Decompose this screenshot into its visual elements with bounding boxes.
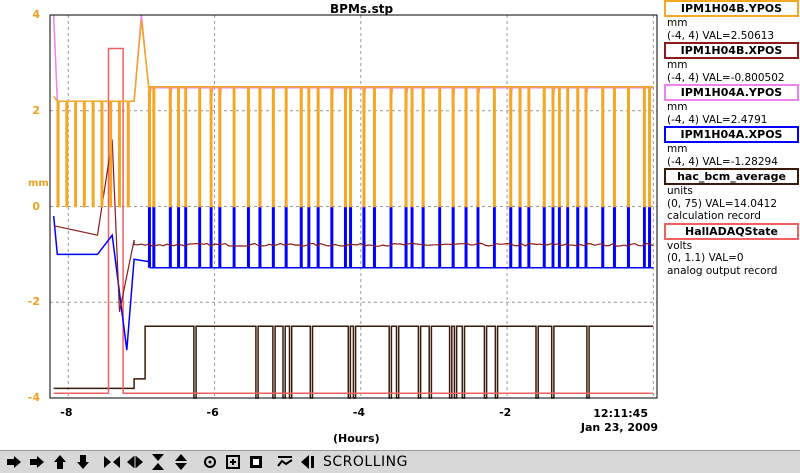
jump-to-now-button[interactable]: [298, 452, 318, 472]
legend-entry[interactable]: HallADAQState volts (0, 1.1) VAL=0 analog o…: [664, 222, 800, 278]
x-tick-label: -8: [60, 406, 73, 419]
legend-panel: IPM1H04B.YPOS mm (-4, 4) VAL=2.50613 IPM1H0…: [664, 0, 800, 450]
pan-down-button[interactable]: [73, 452, 93, 472]
legend-trace-name[interactable]: IPM1H04A.XPOS: [664, 126, 799, 143]
legend-unit: units: [667, 185, 693, 197]
y-tick-label: 0: [32, 199, 40, 213]
trace-hac-bcm-average: [53, 325, 654, 399]
legend-range: (-4, 4) VAL=-0.800502: [667, 71, 785, 84]
legend-entry[interactable]: hac_bcm_average units (0, 75) VAL=14.0412 c…: [664, 168, 800, 223]
pan-up-button[interactable]: [50, 452, 70, 472]
print-button[interactable]: [246, 452, 266, 472]
zoom-out-x-button[interactable]: [125, 452, 145, 472]
legend-entry[interactable]: IPM1H04A.XPOS mm (-4, 4) VAL=-1.28294: [664, 126, 800, 168]
pan-left-button[interactable]: [4, 452, 24, 472]
zoom-in-x-button[interactable]: [102, 452, 122, 472]
y-tick-label: 2: [32, 103, 40, 117]
y-tick-label: -4: [27, 391, 40, 404]
legend-entry[interactable]: IPM1H04A.YPOS mm (-4, 4) VAL=2.4791: [664, 84, 800, 126]
toolbar: SCROLLING: [0, 450, 800, 473]
legend-entry[interactable]: IPM1H04B.YPOS mm (-4, 4) VAL=2.50613: [664, 0, 800, 42]
legend-range: (-4, 4) VAL=2.50613: [667, 29, 775, 42]
legend-trace-name[interactable]: IPM1H04A.YPOS: [664, 84, 799, 101]
legend-trace-name[interactable]: hac_bcm_average: [664, 168, 799, 185]
y-tick-label: 4: [32, 8, 40, 21]
current-date-label: Jan 23, 2009: [580, 421, 658, 434]
zoom-in-y-button[interactable]: [148, 452, 168, 472]
legend-record: analog output record: [667, 264, 778, 277]
strip-chart[interactable]: [0, 0, 800, 450]
y-axis-unit: mm: [28, 178, 49, 189]
legend-trace-name[interactable]: IPM1H04B.YPOS: [664, 0, 799, 17]
legend-trace-name[interactable]: HallADAQState: [664, 222, 799, 240]
plot-title: BPMs.stp: [330, 2, 394, 16]
legend-entry[interactable]: IPM1H04B.XPOS mm (-4, 4) VAL=-0.800502: [664, 42, 800, 84]
trace-ipm1h04b-ypos: [53, 19, 654, 208]
legend-unit: mm: [667, 101, 688, 113]
x-tick-label: -4: [352, 406, 366, 419]
plot-frame: [49, 14, 658, 399]
zoom-box-button[interactable]: [200, 452, 220, 472]
legend-range: (-4, 4) VAL=-1.28294: [667, 155, 778, 168]
legend-unit: mm: [667, 17, 688, 29]
zoom-out-y-button[interactable]: [171, 452, 191, 472]
scrolling-status: SCROLLING: [323, 454, 408, 470]
legend-unit: mm: [667, 143, 688, 155]
trace-halladaqstate: [53, 47, 654, 394]
trace-ipm1h04a-ypos: [52, 14, 654, 107]
trace-ipm1h04b-xpos: [53, 139, 654, 312]
pan-right-button[interactable]: [27, 452, 47, 472]
current-time-label: 12:11:45: [593, 407, 648, 420]
reset-zoom-button[interactable]: [223, 452, 243, 472]
y-tick-label: -2: [27, 295, 40, 309]
x-tick-label: -6: [206, 406, 219, 419]
scroll-mode-button[interactable]: [275, 452, 295, 472]
legend-range: (-4, 4) VAL=2.4791: [667, 113, 768, 126]
legend-range: (0, 1.1) VAL=0: [667, 252, 744, 264]
x-axis-label: (Hours): [333, 432, 380, 445]
plot-traces: [52, 14, 654, 399]
legend-unit: mm: [667, 59, 688, 71]
legend-record: calculation record: [667, 210, 761, 222]
legend-range: (0, 75) VAL=14.0412: [667, 197, 778, 210]
x-tick-label: -2: [499, 406, 512, 419]
legend-trace-name[interactable]: IPM1H04B.XPOS: [664, 42, 799, 59]
legend-unit: volts: [667, 239, 693, 252]
